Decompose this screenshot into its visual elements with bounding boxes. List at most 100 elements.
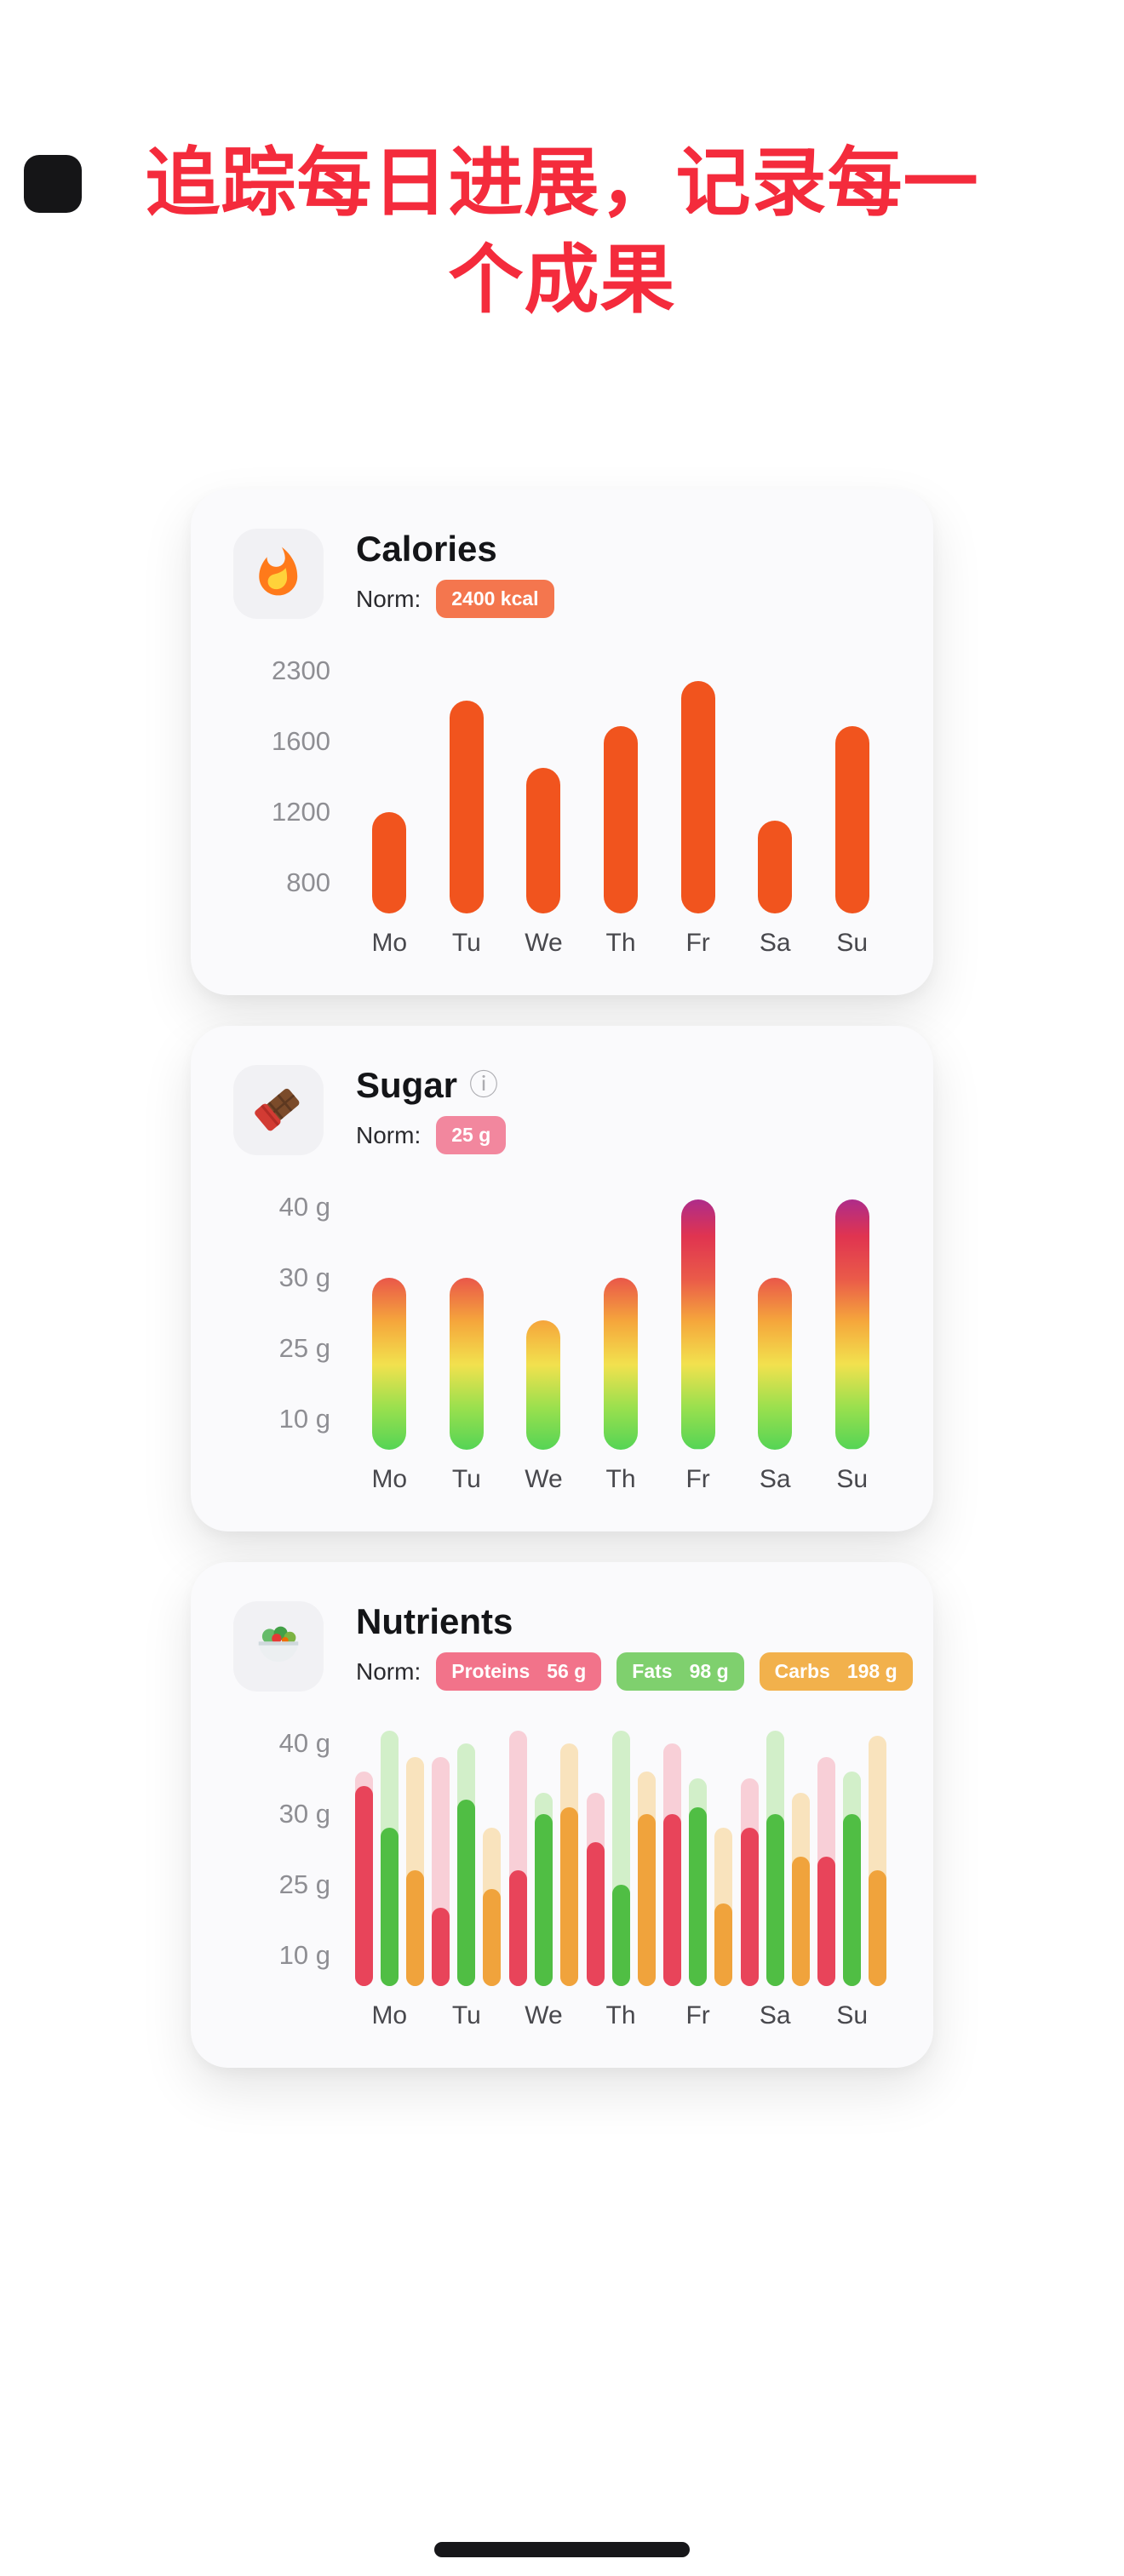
day-label: Mo xyxy=(371,928,408,957)
fats-bar-stack xyxy=(457,1731,476,1986)
nutrients-y-axis: 40 g 30 g 25 g 10 g xyxy=(233,1727,351,1986)
calories-bars xyxy=(351,658,891,913)
proteins-bar-stack xyxy=(817,1731,836,1986)
fats-bar-stack xyxy=(689,1731,708,1986)
day-label: Tu xyxy=(451,928,481,957)
day-label: Fr xyxy=(685,2001,710,2029)
fats-bar-stack xyxy=(534,1731,553,1986)
nutrients-card: Nutrients Norm: Proteins 56 g Fats 98 g Ca… xyxy=(191,1561,933,2068)
chart-column xyxy=(505,1730,582,1986)
chart-column xyxy=(582,1730,660,1986)
sugar-card-head-text: Sugar ⓘ Norm: 25 g xyxy=(356,1065,507,1155)
y-axis-label: 1600 xyxy=(272,725,330,756)
chart-column xyxy=(582,1194,660,1450)
headline: 追踪每日进展，记录每一 个成果 xyxy=(55,135,1069,329)
proteins-bar xyxy=(508,1870,527,1986)
fats-bar xyxy=(843,1813,862,1986)
sugar-y-axis: 40 g 30 g 25 g 10 g xyxy=(233,1191,351,1450)
calories-day-labels: Mo Tu We Th Fr Sa Su xyxy=(351,929,891,958)
day-label: Sa xyxy=(759,2001,791,2029)
bar-group xyxy=(663,1731,733,1986)
proteins-norm-badge: Proteins 56 g xyxy=(436,1652,602,1692)
calories-norm-label: Norm: xyxy=(356,585,422,612)
info-icon[interactable]: ⓘ xyxy=(469,1069,499,1102)
y-axis-label: 1200 xyxy=(272,796,330,827)
chart-column xyxy=(582,658,660,913)
carbs-bar xyxy=(714,1903,733,1986)
fats-bar-stack xyxy=(766,1730,784,1986)
calories-title-row: Calories xyxy=(356,529,554,570)
sugar-card-header: Sugar ⓘ Norm: 25 g xyxy=(233,1064,891,1155)
calories-card-header: Calories Norm: 2400 kcal xyxy=(233,528,891,619)
bar-group xyxy=(740,1730,810,1986)
calories-bar xyxy=(834,726,869,913)
sugar-bar xyxy=(604,1277,639,1450)
proteins-bar xyxy=(663,1813,682,1986)
day-label: Tu xyxy=(451,2001,481,2029)
y-axis-label: 40 g xyxy=(278,1191,330,1222)
chart-column xyxy=(351,1730,428,1986)
nutrients-bars xyxy=(351,1730,891,1986)
nutrients-plot: Mo Tu We Th Fr Sa Su xyxy=(351,1730,891,2030)
carbs-bar xyxy=(559,1806,578,1986)
calories-bar xyxy=(758,821,793,913)
day-label: We xyxy=(525,928,563,957)
proteins-bar xyxy=(817,1856,836,1986)
carbs-bar xyxy=(483,1889,502,1986)
carbs-badge-name: Carbs xyxy=(774,1660,830,1683)
calories-card: Calories Norm: 2400 kcal 2300 1600 1200 800… xyxy=(191,489,933,995)
proteins-bar xyxy=(586,1841,605,1986)
bar-group xyxy=(354,1730,424,1986)
sugar-bar xyxy=(758,1277,793,1450)
sugar-norm-label: Norm: xyxy=(356,1121,422,1148)
sugar-bar xyxy=(526,1319,561,1450)
calories-bar xyxy=(604,726,639,913)
day-label: Tu xyxy=(451,1464,481,1493)
calories-norm-badge: 2400 kcal xyxy=(436,580,554,619)
proteins-bar-stack xyxy=(432,1731,450,1986)
salad-icon xyxy=(252,1617,305,1674)
carbs-bar xyxy=(637,1813,656,1986)
nutrients-icon-tile xyxy=(233,1600,324,1692)
carbs-bar-stack xyxy=(869,1731,887,1986)
calories-card-head-text: Calories Norm: 2400 kcal xyxy=(356,529,554,619)
chart-column xyxy=(659,658,737,913)
y-axis-label: 40 g xyxy=(278,1727,330,1758)
proteins-bar-stack xyxy=(740,1731,759,1986)
day-label: Fr xyxy=(685,928,710,957)
proteins-badge-name: Proteins xyxy=(451,1660,530,1683)
carbs-bar-stack xyxy=(559,1731,578,1986)
sugar-card: Sugar ⓘ Norm: 25 g 40 g 30 g 25 g 10 g Mo Tu… xyxy=(191,1025,933,1531)
y-axis-label: 25 g xyxy=(278,1332,330,1363)
bar-group xyxy=(508,1730,578,1986)
sugar-bar xyxy=(372,1277,407,1450)
nutrients-title-row: Nutrients xyxy=(356,1601,891,1642)
headline-line-2: 个成果 xyxy=(448,238,676,323)
flame-icon xyxy=(252,545,305,602)
proteins-badge-value: 56 g xyxy=(547,1660,587,1683)
sugar-title-row: Sugar ⓘ xyxy=(356,1065,506,1106)
day-label: Su xyxy=(836,928,869,957)
day-label: Th xyxy=(605,1464,636,1493)
proteins-bar-stack xyxy=(354,1731,373,1986)
day-label: Th xyxy=(605,2001,636,2029)
calories-bar xyxy=(526,767,561,913)
y-axis-label: 10 g xyxy=(278,1939,330,1970)
fats-norm-badge: Fats 98 g xyxy=(616,1652,744,1692)
day-label: Mo xyxy=(371,2001,408,2029)
sugar-bar xyxy=(449,1277,484,1450)
carbs-bar xyxy=(405,1870,424,1986)
calories-bar xyxy=(449,701,484,913)
fats-badge-value: 98 g xyxy=(689,1660,729,1683)
chart-column xyxy=(428,658,506,913)
calories-y-axis: 2300 1600 1200 800 xyxy=(233,655,351,913)
home-indicator[interactable] xyxy=(434,2542,690,2557)
fats-bar-stack xyxy=(843,1731,862,1986)
chart-column xyxy=(659,1194,737,1450)
bar-group xyxy=(432,1731,502,1986)
sugar-bars xyxy=(351,1194,891,1450)
corner-mark xyxy=(24,155,82,213)
carbs-badge-value: 198 g xyxy=(846,1660,897,1683)
calories-chart: 2300 1600 1200 800 Mo Tu We Th Fr Sa Su xyxy=(233,655,891,958)
chart-column xyxy=(737,658,814,913)
